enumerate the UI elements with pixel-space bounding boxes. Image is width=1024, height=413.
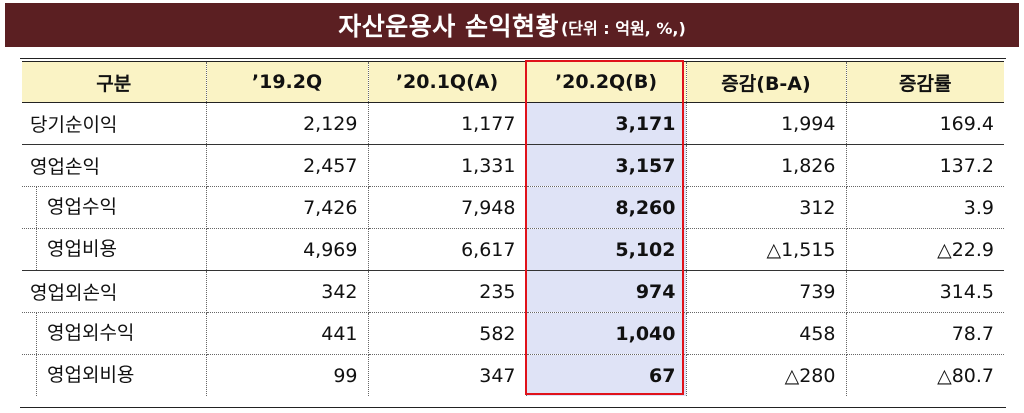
row-label: 당기순이익 [22,102,207,145]
cell-value: 7,426 [206,186,369,229]
header-19-2q: ’19.2Q [206,61,369,103]
header-change: 증감(B-A) [686,61,847,103]
cell-value: 2,457 [206,144,369,187]
title-bar: 자산운용사 손익현황 (단위 : 억원, %,) [5,3,1019,47]
cell-value-highlight: 67 [526,354,687,396]
cell-value: 342 [206,270,369,313]
cell-value: △80.7 [937,364,994,387]
cell-value-highlight: 8,260 [526,186,687,229]
table-row: 영업외손익 342 235 974 739 314.5 [22,270,1004,313]
cell-value-highlight: 3,171 [526,102,687,145]
cell-value-highlight: 974 [526,270,687,313]
cell-value: 137.2 [846,144,1004,187]
cell-value: 1,826 [686,144,847,187]
row-label: 영업외수익 [22,312,207,355]
cell-value: 2,129 [206,102,369,145]
cell-value: 582 [368,312,527,355]
cell-value: 99 [206,354,369,396]
cell-value: 314.5 [846,270,1004,313]
cell-value: △22.9 [846,228,1004,271]
cell-value: 739 [686,270,847,313]
cell-value: △1,515 [686,228,847,271]
cell-value: 347 [368,354,527,396]
cell-value: △280 [686,354,847,396]
cell-value: 78.7 [846,312,1004,355]
cell-value: 3.9 [846,186,1004,229]
header-20-1q: ’20.1Q(A) [368,61,527,103]
cell-value: 7,948 [368,186,527,229]
row-label: 영업비용 [22,228,207,271]
cell-value: 1,177 [368,102,527,145]
table-row: 영업손익 2,457 1,331 3,157 1,826 137.2 [22,144,1004,187]
cell-value: 458 [686,312,847,355]
row-label: 영업외손익 [22,270,207,313]
cell-value-highlight: 1,040 [526,312,687,355]
table-row: 영업비용 4,969 6,617 5,102 △1,515 △22.9 [22,228,1004,271]
header-row: 구분 ’19.2Q ’20.1Q(A) ’20.2Q(B) 증감(B-A) 증감… [22,61,1004,103]
cell-value: 6,617 [368,228,527,271]
cell-value: 441 [206,312,369,355]
profit-loss-table: 구분 ’19.2Q ’20.1Q(A) ’20.2Q(B) 증감(B-A) 증감… [22,61,1004,396]
header-category: 구분 [22,61,207,103]
cell-value: 312 [686,186,847,229]
table-title: 자산운용사 손익현황 [338,12,559,41]
cell-value: 235 [368,270,527,313]
table-frame [20,58,1006,408]
cell-value-highlight: 5,102 [526,228,687,271]
table-row: 영업외수익 441 582 1,040 458 78.7 [22,312,1004,355]
row-label-text: 영업수익 [36,187,205,228]
row-label-text: 영업외수익 [36,313,205,354]
row-label-text: 영업비용 [36,229,205,270]
cell-value: 169.4 [846,102,1004,145]
table-row: 영업외비용 99 347 67 △280 △80.7 [22,354,1004,396]
cell-value: 1,994 [686,102,847,145]
table-row: 당기순이익 2,129 1,177 3,171 1,994 169.4 [22,102,1004,145]
cell-value-highlight: 3,157 [526,144,687,187]
cell-value: 1,331 [368,144,527,187]
header-change-rate: 증감률 [846,61,1004,103]
header-20-2q: ’20.2Q(B) [526,61,687,103]
row-label: 영업수익 [22,186,207,229]
table-row: 영업수익 7,426 7,948 8,260 312 3.9 [22,186,1004,229]
row-label-text: 영업외비용 [36,355,205,396]
row-label: 영업손익 [22,144,207,187]
cell-value: 4,969 [206,228,369,271]
unit-note: (단위 : 억원, %,) [560,19,686,38]
row-label: 영업외비용 [22,354,207,396]
